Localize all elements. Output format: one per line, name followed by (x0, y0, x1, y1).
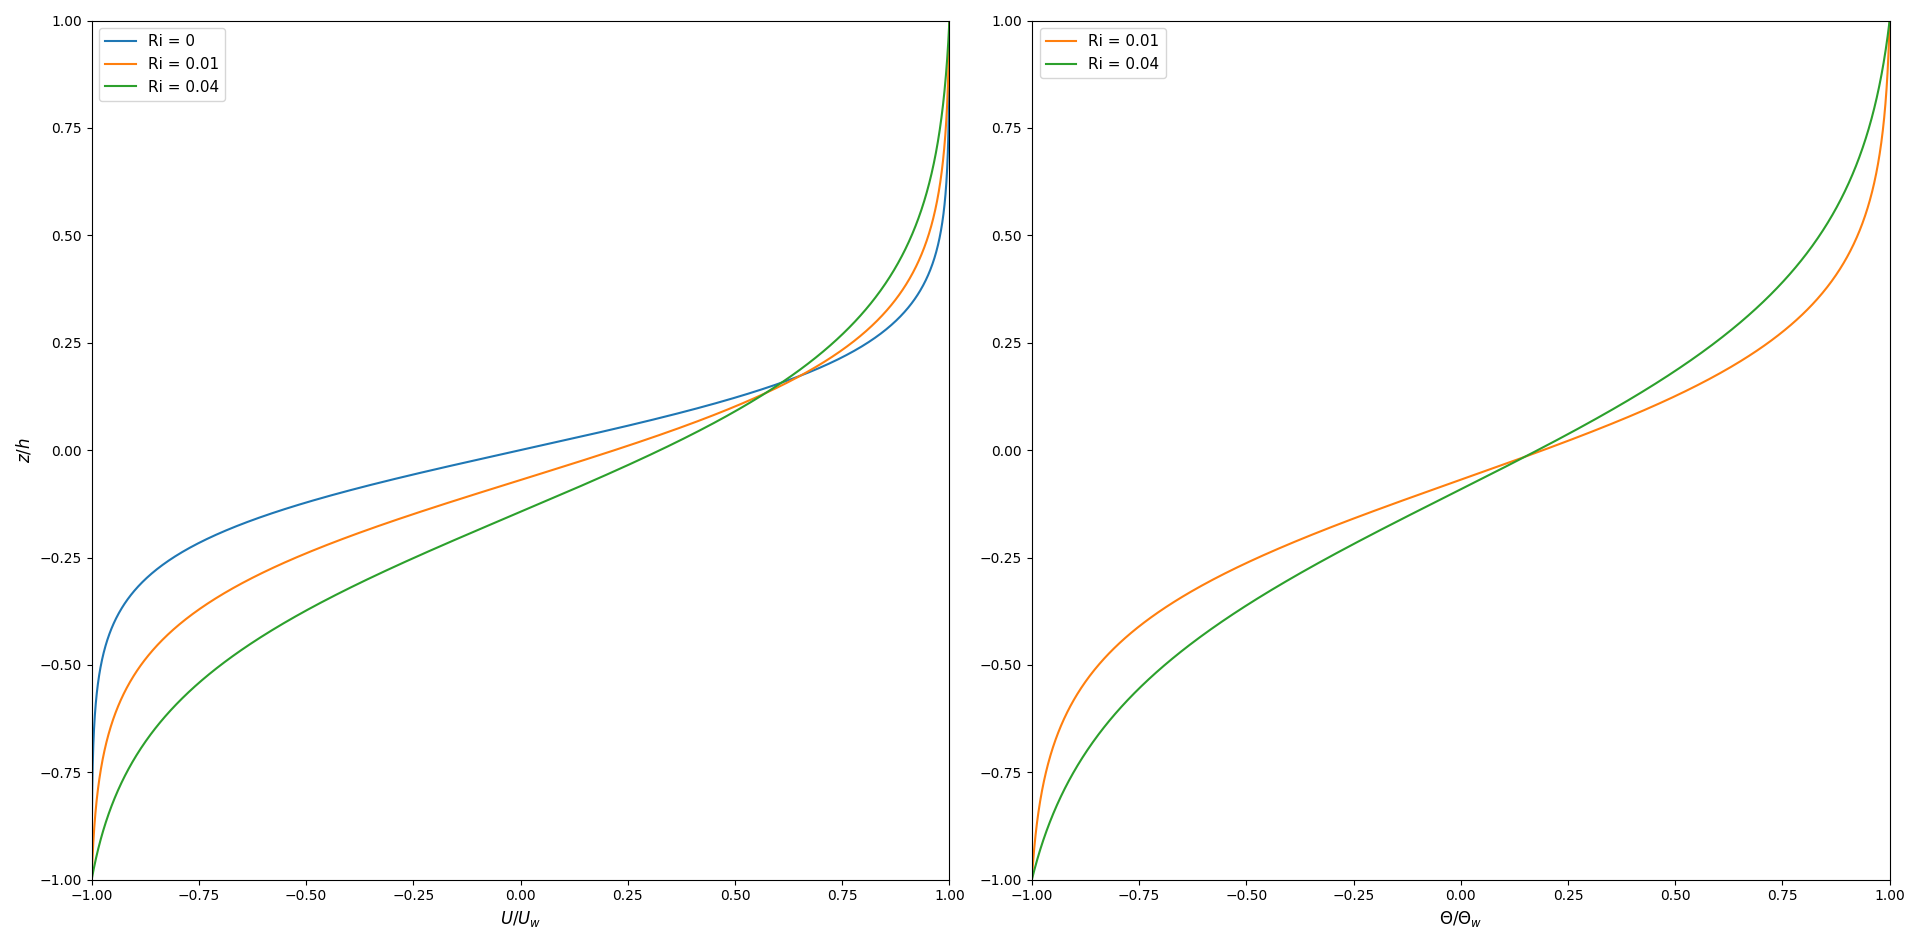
Ri = 0.04 (1878, 15, 1901, 26)
Ri = 0.01 (442, 496, 465, 507)
Line: Ri = 0: Ri = 0 (92, 21, 948, 880)
Ri = 0.01 (349, 527, 372, 538)
Line: Ri = 0.04: Ri = 0.04 (1031, 21, 1889, 880)
Ri = 0 (933, 204, 956, 215)
Ri = 0.04 (1824, 204, 1847, 215)
Ri = 0.04 (910, 204, 933, 215)
Line: Ri = 0.04: Ri = 0.04 (92, 21, 948, 880)
Y-axis label: $z/h$: $z/h$ (15, 437, 35, 463)
Legend: Ri = 0, Ri = 0.01, Ri = 0.04: Ri = 0, Ri = 0.01, Ri = 0.04 (100, 28, 225, 101)
X-axis label: $U/U_w$: $U/U_w$ (499, 909, 541, 929)
Ri = 0.04 (1052, 786, 1075, 798)
Ri = 0.01 (927, 189, 950, 200)
Ri = 0.04 (870, 284, 893, 295)
Ri = 0.04 (106, 786, 129, 798)
Ri = 0.04 (534, 496, 557, 507)
Legend: Ri = 0.01, Ri = 0.04: Ri = 0.01, Ri = 0.04 (1039, 28, 1165, 78)
Ri = 0.01 (924, 204, 947, 215)
Ri = 0.01 (1814, 284, 1837, 295)
Ri = 0.01 (1878, 15, 1901, 26)
Ri = 0.01 (1020, 874, 1043, 885)
Ri = 0 (300, 496, 323, 507)
Ri = 0.01 (86, 786, 109, 798)
Ri = 0.04 (1425, 496, 1448, 507)
Ri = 0 (211, 527, 234, 538)
Ri = 0.01 (1031, 786, 1054, 798)
Ri = 0.01 (891, 284, 914, 295)
Ri = 0 (910, 284, 933, 295)
Ri = 0.04 (914, 189, 937, 200)
X-axis label: $\Theta/\Theta_w$: $\Theta/\Theta_w$ (1438, 909, 1482, 929)
Ri = 0 (81, 786, 104, 798)
Ri = 0.01 (1388, 496, 1411, 507)
Ri = 0 (933, 189, 956, 200)
Line: Ri = 0.01: Ri = 0.01 (1031, 21, 1889, 880)
Ri = 0.04 (1020, 874, 1043, 885)
Ri = 0.04 (1832, 189, 1855, 200)
Ri = 0.04 (81, 874, 104, 885)
Line: Ri = 0.01: Ri = 0.01 (92, 21, 948, 880)
Ri = 0 (937, 15, 960, 26)
Ri = 0.04 (1365, 527, 1388, 538)
Ri = 0.01 (81, 874, 104, 885)
Ri = 0.04 (937, 15, 960, 26)
Ri = 0.04 (1764, 284, 1788, 295)
Ri = 0.01 (1860, 189, 1884, 200)
Ri = 0.01 (1855, 204, 1878, 215)
Ri = 0 (81, 874, 104, 885)
Ri = 0.01 (1308, 527, 1331, 538)
Ri = 0.04 (461, 527, 484, 538)
Ri = 0.01 (937, 15, 960, 26)
